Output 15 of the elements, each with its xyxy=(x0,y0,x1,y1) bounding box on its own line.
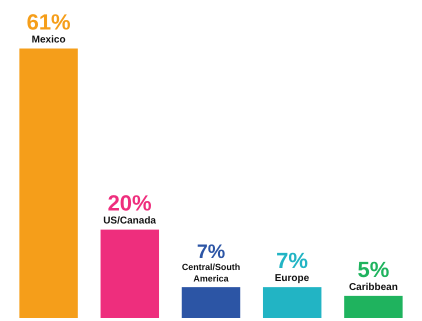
bar xyxy=(182,287,240,318)
data-label: 5% xyxy=(358,256,390,282)
data-label: 20% xyxy=(108,190,152,216)
data-label: 61% xyxy=(26,10,71,35)
data-label: 7% xyxy=(196,241,226,264)
x-tick-label: Europe xyxy=(274,273,310,284)
bar xyxy=(19,48,78,318)
x-tick-label: Mexico xyxy=(32,34,66,46)
bar xyxy=(100,230,160,318)
x-tick-label: Caribbean xyxy=(348,282,398,293)
x-tick-label: US/Canada xyxy=(103,216,156,227)
bar xyxy=(262,287,322,318)
data-label: 7% xyxy=(276,248,308,274)
bar xyxy=(344,296,403,318)
x-tick-label: Central/South America xyxy=(182,262,240,284)
